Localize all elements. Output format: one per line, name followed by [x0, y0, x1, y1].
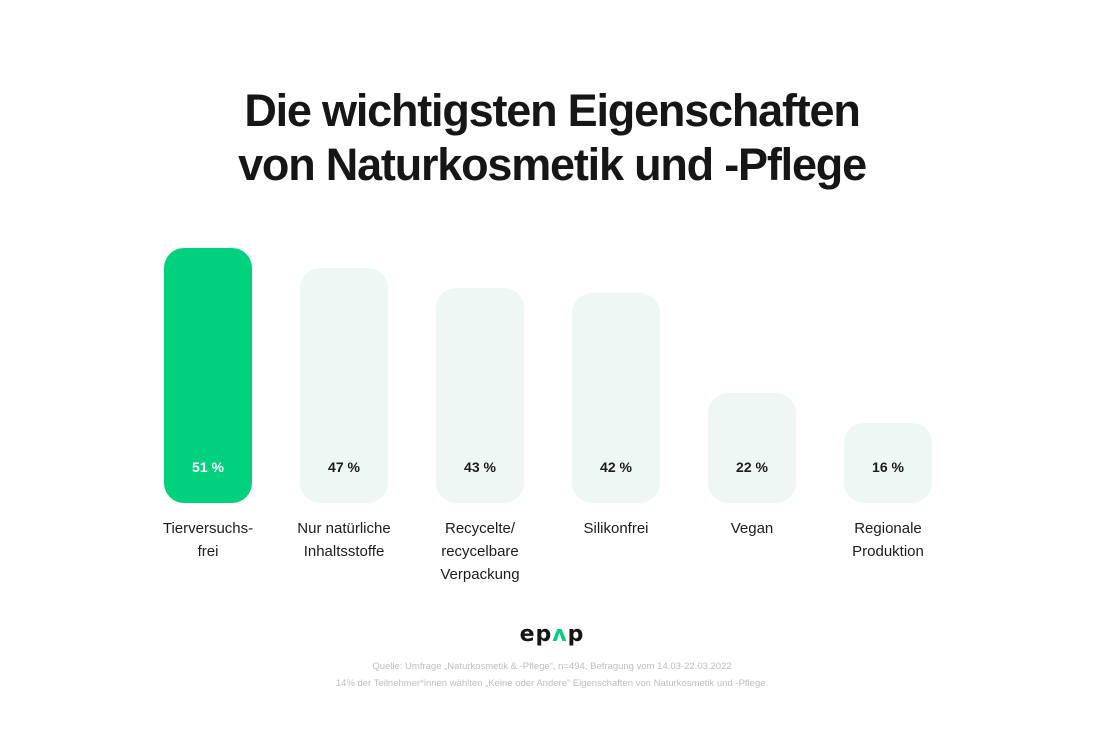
epap-logo: epʌp: [0, 622, 1104, 647]
bar-0: [164, 248, 252, 503]
category-label-line: Verpackung: [440, 566, 519, 583]
bar-5: [844, 423, 932, 503]
bar-value-label-5: 16 %: [872, 459, 904, 475]
logo-text-end: p: [567, 622, 585, 647]
bar-value-label-3: 42 %: [600, 459, 632, 475]
category-label-line: Recycelte/: [445, 520, 516, 537]
category-label-line: Tierversuchs-: [163, 520, 253, 537]
bar-2: [436, 288, 524, 503]
bar-3: [572, 293, 660, 503]
category-label-3: Silikonfrei: [583, 520, 648, 537]
category-label-line: Inhaltsstoffe: [304, 543, 385, 560]
source-line-2: 14% der Teilnehmer*innen wählten „Keine …: [335, 678, 769, 689]
bars-group: 51 % 47 % 43 % 42 % 22 % 16 %: [164, 248, 932, 503]
category-label-line: Produktion: [852, 543, 924, 560]
chart-title-line-2: von Naturkosmetik und -Pflege: [238, 139, 867, 190]
category-label-line: Vegan: [731, 520, 774, 537]
category-label-2: Recycelte/recycelbare Verpackung: [440, 520, 519, 583]
category-label-line: Silikonfrei: [583, 520, 648, 537]
source-line-1: Quelle: Umfrage „Naturkosmetik & -Pflege…: [372, 661, 732, 672]
category-label-line: frei: [198, 543, 219, 560]
category-labels-group: Tierversuchs-frei Nur natürliche Inhaltsst…: [163, 520, 924, 583]
category-label-1: Nur natürliche Inhaltsstoffe: [297, 520, 390, 560]
category-label-0: Tierversuchs-frei: [163, 520, 253, 560]
category-label-line: recycelbare: [441, 543, 519, 560]
logo-text-start: ep: [519, 622, 553, 647]
source-note: Quelle: Umfrage „Naturkosmetik & -Pflege…: [0, 658, 1104, 692]
chart-title: Die wichtigsten Eigenschaften von Naturk…: [0, 84, 1104, 192]
logo-accent-icon: ʌ: [552, 622, 568, 647]
bar-value-label-4: 22 %: [736, 459, 768, 475]
bar-4: [708, 393, 796, 503]
bar-value-label-0: 51 %: [192, 459, 224, 475]
category-label-5: Regionale Produktion: [852, 520, 924, 560]
bar-chart: 51 % 47 % 43 % 42 % 22 % 16 % Tierversuchs-fr…: [163, 248, 932, 583]
bar-value-label-1: 47 %: [328, 459, 360, 475]
chart-title-line-1: Die wichtigsten Eigenschaften: [244, 85, 861, 136]
bar-value-label-2: 43 %: [464, 459, 496, 475]
category-label-4: Vegan: [731, 520, 774, 537]
category-label-line: Nur natürliche: [297, 520, 390, 537]
category-label-line: Regionale: [854, 520, 922, 537]
bar-1: [300, 268, 388, 503]
